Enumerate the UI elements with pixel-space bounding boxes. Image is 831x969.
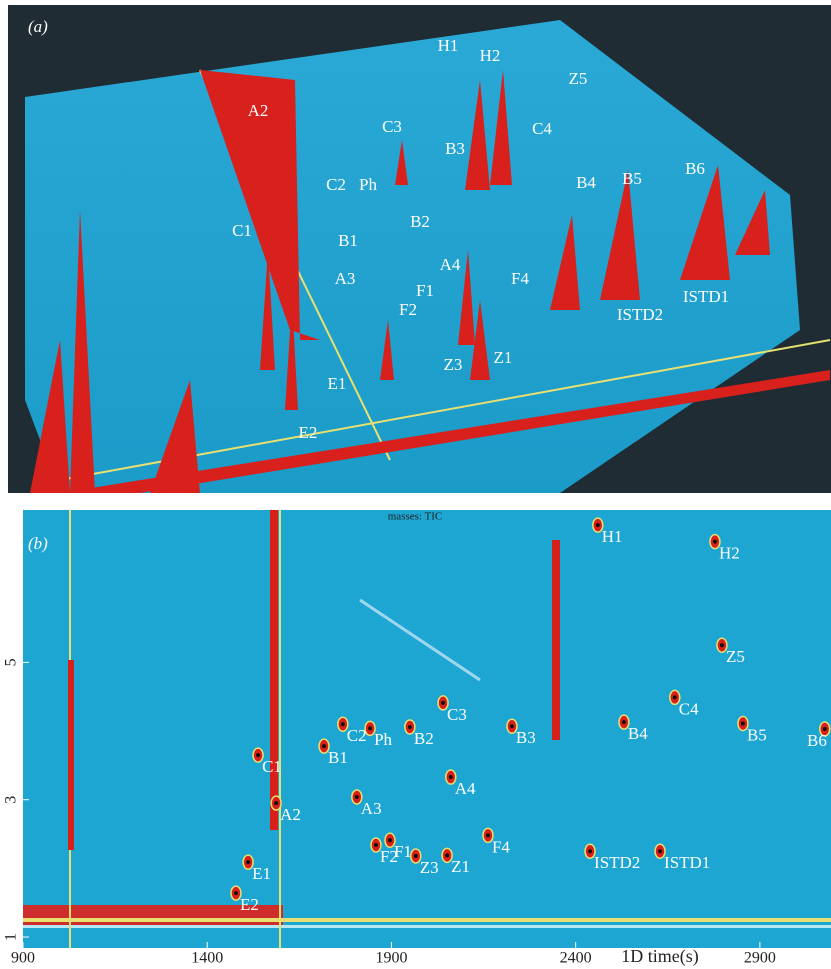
- peak-label: B1: [328, 748, 348, 767]
- peak-label: ISTD1: [683, 287, 729, 306]
- peak-label: C2: [326, 175, 346, 194]
- peak-label: C1: [232, 221, 252, 240]
- peak-label: Z5: [726, 647, 745, 666]
- peak-label: B5: [622, 169, 642, 188]
- peak-label: B1: [338, 231, 358, 250]
- peak-label: F4: [511, 269, 529, 288]
- peak-label: E2: [299, 423, 318, 442]
- peak-label: B6: [807, 731, 827, 750]
- peak-dot: [354, 794, 359, 799]
- peak-label: B3: [445, 139, 465, 158]
- peak-label: C2: [347, 726, 367, 745]
- peak-label: B2: [414, 729, 434, 748]
- peak-label: Z5: [569, 69, 588, 88]
- peak-label: C4: [679, 699, 699, 718]
- peak-label: C3: [447, 705, 467, 724]
- peak-label: A3: [335, 269, 356, 288]
- peak-label: F2: [380, 847, 398, 866]
- peak-label: C4: [532, 119, 552, 138]
- peak-label: H1: [438, 36, 459, 55]
- peak-dot: [246, 860, 251, 865]
- peak-dot: [658, 849, 663, 854]
- peak-label: E1: [252, 864, 271, 883]
- peak-dot: [233, 891, 238, 896]
- peak-label: A4: [440, 255, 461, 274]
- x-tick-label: 2900: [744, 950, 776, 967]
- peak-label: C1: [262, 757, 282, 776]
- peak-label: C3: [382, 117, 402, 136]
- peak-label: Z3: [420, 858, 439, 877]
- heatmap-features: [23, 510, 831, 948]
- peak-dot: [322, 744, 327, 749]
- peak-label: B6: [685, 159, 705, 178]
- y-axis-label: 2D time (s): [3, 561, 22, 638]
- peak-label: Ph: [374, 730, 392, 749]
- peak-label: E2: [240, 895, 259, 914]
- peak-dot: [448, 775, 453, 780]
- peak-label: H1: [602, 527, 623, 546]
- peak-dot: [740, 721, 745, 726]
- peak-label: F4: [492, 837, 510, 856]
- panel-letter: (b): [28, 534, 48, 553]
- y-tick-label: 1: [3, 933, 20, 941]
- peak-dot: [340, 722, 345, 727]
- peak-label: B2: [410, 212, 430, 231]
- peak-label: Ph: [359, 175, 377, 194]
- x-axis-label: 1D time(s): [621, 946, 698, 967]
- peak-label: H2: [719, 543, 740, 562]
- peak-label: B5: [747, 725, 767, 744]
- peak-dot: [719, 643, 724, 648]
- peak-dot: [588, 849, 593, 854]
- peak-label: F1: [416, 281, 434, 300]
- peak-label: ISTD2: [617, 305, 663, 324]
- peak-label: E1: [328, 374, 347, 393]
- peak-label: Z1: [451, 857, 470, 876]
- x-tick-label: 1900: [375, 950, 407, 967]
- x-tick-label: 900: [11, 950, 35, 967]
- peak-label: F1: [394, 842, 412, 861]
- peak-label: F2: [399, 300, 417, 319]
- peak-dot: [712, 539, 717, 544]
- peak-label: A4: [455, 779, 476, 798]
- peak-label: B4: [628, 724, 648, 743]
- peak-dot: [822, 727, 827, 731]
- peak-label: Z3: [444, 355, 463, 374]
- peak-dot: [256, 753, 261, 758]
- peak-label: A2: [280, 805, 301, 824]
- peak-label: B3: [516, 728, 536, 747]
- peak-dot: [274, 801, 279, 806]
- peak-label: ISTD2: [594, 853, 640, 872]
- peak-dot: [387, 838, 392, 843]
- peak-label: A3: [361, 799, 382, 818]
- peaks-3d: [30, 70, 830, 493]
- heatmap-title: masses: TIC: [388, 511, 443, 523]
- peak-dot: [672, 695, 677, 700]
- peak-label: A2: [248, 101, 269, 120]
- surface-plane: [25, 20, 800, 493]
- peak-dot: [368, 726, 373, 731]
- peak-dot: [509, 724, 514, 729]
- heatmap-background: [23, 510, 831, 948]
- peak-label: B4: [576, 173, 596, 192]
- panel-letter: (a): [28, 17, 48, 36]
- y-tick-label: 5: [3, 658, 20, 666]
- peak-dot: [373, 843, 378, 848]
- x-tick-label: 2400: [560, 950, 592, 967]
- peak-label: Z1: [494, 348, 513, 367]
- peak-dot: [621, 720, 626, 725]
- peak-dot: [441, 700, 446, 705]
- peak-dot: [413, 854, 418, 859]
- peak-dot: [445, 853, 450, 858]
- peak-label: ISTD1: [664, 853, 710, 872]
- peak-label: H2: [480, 46, 501, 65]
- y-tick-label: 3: [3, 796, 20, 804]
- peak-dot: [407, 724, 412, 729]
- x-tick-label: 1400: [191, 950, 223, 967]
- peak-dot: [595, 523, 600, 528]
- peak-dot: [485, 833, 490, 838]
